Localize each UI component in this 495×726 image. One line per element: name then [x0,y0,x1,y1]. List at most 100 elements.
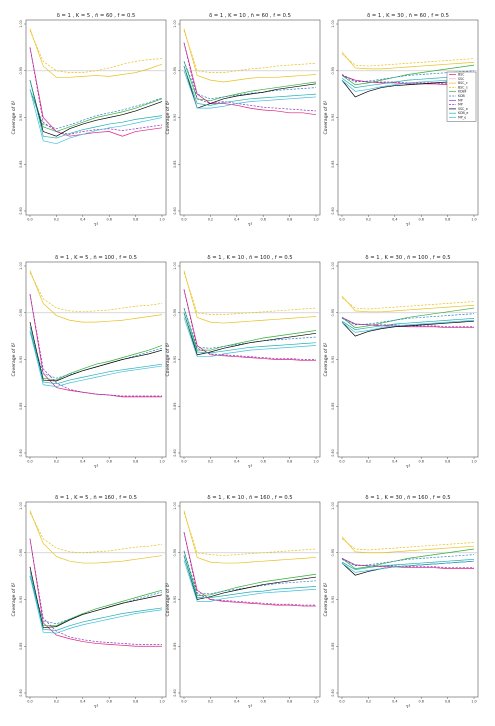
x-axis-label: τ² [248,465,253,470]
series-line-kdb-e [183,312,317,354]
x-tick-label: 0.0 [339,460,344,464]
x-tick-label: 1.0 [471,700,476,704]
series-line-kdbf [183,550,317,597]
chart-panel-8: δ = 1 , K = 10 , n̄ = 160 , f = 0.5 Cover… [165,495,321,710]
x-tick-label: 0.8 [445,218,450,222]
y-axis-label: Coverage of δ² [165,100,171,134]
series-line-mp [29,293,162,397]
chart-panel-3: δ = 1 , K = 30 , n̄ = 60 , f = 0.5 Covera… [323,13,479,228]
y-tick-label: 0.90 [173,596,177,604]
series-line-bsc [29,510,163,564]
chart-panel-6: δ = 1 , K = 30 , n̄ = 100 , f = 0.5 Cover… [323,255,479,470]
y-axis-label: Coverage of δ² [11,342,17,376]
y-axis-label: Coverage of δ² [11,582,17,616]
series-line-kdb-e [29,326,163,385]
y-tick-label: 0.85 [331,642,335,650]
y-tick-label: 0.95 [19,67,23,75]
y-tick-label: 0.80 [19,207,23,215]
y-tick-label: 0.90 [19,356,23,364]
legend-label: SSC [458,77,465,81]
x-axis-label: τ² [406,223,411,228]
chart-panel-5: δ = 1 , K = 10 , n̄ = 100 , f = 0.5 Cover… [165,255,321,470]
x-tick-label: 1.0 [159,700,164,704]
y-axis-label: Coverage of δ² [165,582,171,616]
series-line-ssc-e [29,322,163,382]
x-tick-label: 0.0 [181,218,186,222]
legend-label: BSC_s [458,85,468,89]
x-axis-label: τ² [94,223,99,228]
plot-frame [25,501,167,698]
y-tick-label: 0.80 [173,207,177,215]
x-tick-label: 0.4 [392,460,397,464]
series-line-mp [183,532,316,606]
y-axis-label: Coverage of δ² [165,342,171,376]
x-tick-label: 0.8 [133,460,138,464]
series-line-bsc-c [183,30,317,73]
y-tick-label: 0.90 [331,356,335,364]
series-line-bsc-c [341,53,475,67]
chart-title: δ = 1 , K = 30 , n̄ = 100 , f = 0.5 [365,255,450,261]
series-line-bsc-c [183,272,317,315]
legend-label: KDBF [458,90,467,94]
y-tick-label: 1.00 [19,20,23,28]
x-axis-label: τ² [94,465,99,470]
y-tick-label: 0.80 [173,449,177,457]
x-tick-label: 1.0 [471,460,476,464]
series-line-kdb [183,61,317,100]
x-tick-label: 0.8 [287,218,292,222]
plot-frame [179,19,321,216]
x-tick-label: 0.4 [80,218,85,222]
series-line-ssc [183,289,316,361]
x-tick-label: 0.6 [106,218,111,222]
series-line-mp [183,289,316,360]
chart-title: δ = 1 , K = 10 , n̄ = 60 , f = 0.5 [209,13,291,19]
y-tick-label: 0.85 [331,402,335,410]
series-line-ssc [29,47,163,137]
x-tick-label: 1.0 [159,460,164,464]
series-line-mp [341,317,474,328]
y-tick-label: 1.00 [331,20,335,28]
x-tick-label: 0.4 [80,700,85,704]
x-tick-label: 0.0 [27,218,32,222]
x-axis-label: τ² [94,705,99,710]
series-line-bsc [183,510,317,564]
series-line-kdb [29,331,163,379]
series-line-bsc-c [183,512,317,556]
series-line-ssc [183,42,317,116]
x-tick-label: 0.6 [106,460,111,464]
series-line-ssc [183,532,316,607]
series-line-mp-e [183,560,317,602]
y-tick-label: 0.80 [331,689,335,697]
x-tick-label: 1.0 [313,460,318,464]
series-line-kdb-e [183,555,317,598]
series-line-bsc [29,28,163,78]
y-tick-label: 0.95 [331,309,335,317]
x-tick-label: 0.4 [392,700,397,704]
x-tick-label: 0.0 [339,700,344,704]
plot-frame [179,501,321,698]
series-line-mp [341,558,474,569]
x-tick-label: 0.0 [181,700,186,704]
x-tick-label: 0.8 [287,460,292,464]
chart-panel-4: δ = 1 , K = 5 , n̄ = 100 , f = 0.5 Covera… [11,255,167,470]
x-tick-label: 1.0 [159,218,164,222]
x-tick-label: 0.2 [366,460,371,464]
chart-title: δ = 1 , K = 30 , n̄ = 160 , f = 0.5 [365,495,450,501]
x-tick-label: 0.4 [234,460,239,464]
legend: BSCSSCBSC_cBSC_sKDBFKDBMPMPSSC_eKDB_eMP_… [446,71,477,122]
series-line-kdbf [341,307,475,329]
series-line-mp-e [183,317,317,358]
legend-label: KDB_e [458,111,468,115]
x-axis-label: τ² [248,223,253,228]
legend-label: MP [458,98,463,102]
x-tick-label: 1.0 [313,700,318,704]
series-line-mp [29,538,162,645]
series-line-mp-e [341,560,475,573]
series-line-mp-e [29,576,163,634]
y-tick-label: 0.95 [331,67,335,75]
x-tick-label: 0.2 [208,218,213,222]
series-line-mp-e [29,331,163,387]
series-line-mp-e [29,89,163,145]
series-line-bsc [341,51,475,70]
